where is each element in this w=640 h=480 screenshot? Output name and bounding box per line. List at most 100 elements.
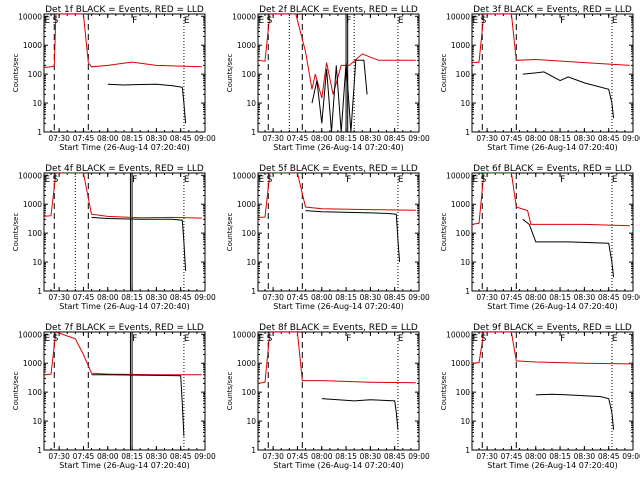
- y-tick-label: 10: [32, 258, 42, 267]
- y-tick-label: 1: [465, 128, 470, 137]
- chart-panel-7: Det 7f BLACK = Events, RED = LLD 1 10 100 10…: [12, 323, 216, 470]
- y-tick-label: 100: [28, 229, 43, 238]
- x-tick-label: 07:30: [48, 293, 70, 302]
- x-tick-label: 08:30: [360, 452, 382, 461]
- phase-marker-e: E: [473, 16, 479, 26]
- y-tick-label: 10000: [446, 171, 470, 180]
- y-tick-label: 10000: [18, 330, 42, 339]
- phase-marker-s: S: [267, 175, 273, 185]
- x-tick-label: 07:30: [476, 293, 498, 302]
- chart-panel-9: Det 9f BLACK = Events, RED = LLD 1 10 100 10…: [440, 323, 640, 470]
- phase-marker-s: S: [267, 334, 273, 344]
- x-tick-label: 08:30: [360, 134, 382, 143]
- x-axis-label: Start Time (26-Aug-14 07:20:40): [59, 143, 190, 152]
- x-tick-label: 09:00: [194, 452, 216, 461]
- y-tick-label: 1000: [23, 200, 42, 209]
- events-series-line: [91, 374, 185, 437]
- phase-marker-f: F: [132, 16, 137, 26]
- x-tick-label: 08:30: [574, 134, 596, 143]
- y-tick-label: 1: [37, 446, 42, 455]
- x-tick-label: 07:45: [501, 452, 523, 461]
- x-tick-label: 08:30: [574, 452, 596, 461]
- x-tick-label: 07:45: [73, 134, 95, 143]
- x-tick-label: 08:45: [384, 134, 406, 143]
- events-series-line: [321, 398, 399, 430]
- plot-area: [472, 173, 630, 291]
- x-tick-label: 08:15: [549, 293, 571, 302]
- x-tick-label: 07:45: [73, 293, 95, 302]
- x-tick-label: 09:00: [408, 134, 430, 143]
- phase-marker-e: E: [612, 334, 618, 344]
- x-tick-label: 08:00: [525, 134, 547, 143]
- phase-marker-e: E: [184, 16, 190, 26]
- phase-marker-f: F: [560, 334, 565, 344]
- y-tick-label: 10000: [446, 330, 470, 339]
- chart-title: Det 7f BLACK = Events, RED = LLD: [45, 323, 204, 333]
- phase-marker-e: E: [612, 16, 618, 26]
- phase-marker-e: E: [184, 175, 190, 185]
- y-tick-label: 10000: [18, 171, 42, 180]
- plot-frame: [471, 172, 634, 292]
- x-tick-label: 09:00: [622, 452, 640, 461]
- plot-frame: [471, 331, 634, 451]
- x-axis-label: Start Time (26-Aug-14 07:20:40): [487, 143, 618, 152]
- x-tick-label: 07:45: [73, 452, 95, 461]
- y-tick-label: 10000: [446, 12, 470, 21]
- y-tick-label: 1: [251, 128, 256, 137]
- x-tick-label: 08:00: [311, 134, 333, 143]
- plot-area: [258, 173, 416, 291]
- plot-frame: [471, 13, 634, 133]
- lld-series-line: [258, 173, 416, 218]
- x-tick-label: 08:15: [335, 293, 357, 302]
- phase-marker-e: E: [45, 16, 51, 26]
- y-tick-label: 1: [465, 287, 470, 296]
- phase-marker-f: F: [132, 175, 137, 185]
- chart-panel-6: Det 6f BLACK = Events, RED = LLD 1 10 100 10…: [440, 164, 640, 311]
- y-tick-label: 10: [246, 417, 256, 426]
- y-tick-label: 10000: [18, 12, 42, 21]
- x-tick-label: 08:45: [384, 293, 406, 302]
- phase-marker-e: E: [259, 175, 265, 185]
- y-tick-label: 100: [242, 70, 257, 79]
- y-tick-label: 1000: [451, 359, 470, 368]
- lld-series-line: [472, 332, 630, 365]
- x-tick-label: 08:45: [598, 134, 620, 143]
- events-series-line: [522, 71, 615, 119]
- x-tick-label: 08:00: [97, 293, 119, 302]
- x-tick-label: 07:30: [262, 134, 284, 143]
- y-tick-label: 10: [246, 258, 256, 267]
- x-tick-label: 08:00: [97, 452, 119, 461]
- y-axis-label: Counts/sec: [226, 372, 234, 411]
- events-series-line: [305, 210, 401, 263]
- chart-title: Det 2f BLACK = Events, RED = LLD: [259, 5, 418, 15]
- y-axis-label: Counts/sec: [12, 213, 20, 252]
- phase-marker-s: S: [53, 16, 59, 26]
- y-tick-label: 100: [28, 70, 43, 79]
- phase-marker-s: S: [481, 16, 487, 26]
- plot-area: [44, 173, 202, 291]
- y-axis-label: Counts/sec: [226, 54, 234, 93]
- y-tick-label: 1000: [451, 200, 470, 209]
- x-tick-label: 08:15: [335, 452, 357, 461]
- phase-marker-e: E: [259, 16, 265, 26]
- y-tick-label: 100: [242, 388, 257, 397]
- x-tick-label: 08:30: [146, 452, 168, 461]
- phase-marker-f: F: [346, 334, 351, 344]
- chart-panel-1: Det 1f BLACK = Events, RED = LLD 1 10 100 10…: [12, 5, 216, 152]
- y-tick-label: 100: [28, 388, 43, 397]
- lld-series-line: [44, 332, 202, 376]
- phase-marker-s: S: [53, 334, 59, 344]
- chart-title: Det 8f BLACK = Events, RED = LLD: [259, 323, 418, 333]
- chart-title: Det 1f BLACK = Events, RED = LLD: [45, 5, 204, 15]
- chart-panel-3: Det 3f BLACK = Events, RED = LLD 1 10 100 10…: [440, 5, 640, 152]
- x-tick-label: 08:30: [360, 293, 382, 302]
- x-tick-label: 07:30: [48, 452, 70, 461]
- plot-frame: [43, 13, 206, 133]
- y-tick-label: 1000: [237, 41, 256, 50]
- x-tick-label: 07:45: [501, 134, 523, 143]
- phase-marker-f: F: [346, 16, 351, 26]
- x-axis-label: Start Time (26-Aug-14 07:20:40): [487, 461, 618, 470]
- x-tick-label: 08:45: [598, 452, 620, 461]
- lld-series-line: [472, 14, 630, 66]
